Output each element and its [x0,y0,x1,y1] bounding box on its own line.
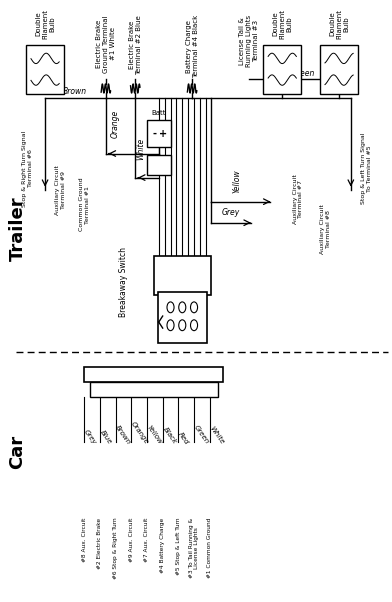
Text: Double
Filament
Bulb: Double Filament Bulb [329,9,349,39]
Text: Double
Filament
Bulb: Double Filament Bulb [272,9,292,39]
Bar [158,292,207,343]
Text: Common Ground
Terminal #1: Common Ground Terminal #1 [79,178,90,232]
Text: #7 Aux. Circuit: #7 Aux. Circuit [145,518,149,562]
Text: #1 Common Ground: #1 Common Ground [207,518,212,578]
Text: +: + [160,129,167,139]
Text: #5 Stop & Left Turn: #5 Stop & Left Turn [176,518,181,576]
Bar [84,367,223,382]
Text: Batt: Batt [152,110,166,116]
Text: Yellow: Yellow [233,169,241,193]
Text: White: White [137,137,145,160]
Bar [263,45,301,94]
Text: #3 To Tail Running &
License Lights: #3 To Tail Running & License Lights [189,518,200,578]
Bar [147,155,171,175]
Text: Brown: Brown [114,424,132,445]
Text: Blue: Blue [99,429,113,445]
Text: Yellow: Yellow [146,424,163,445]
Text: #4 Battery Charge: #4 Battery Charge [160,518,165,573]
Text: Electric Brake
Terminal #2 Blue: Electric Brake Terminal #2 Blue [129,15,142,75]
Text: Grey: Grey [83,429,98,445]
Text: Stop & Left Turn Signal
To Terminal #5: Stop & Left Turn Signal To Terminal #5 [361,133,372,204]
Text: Green: Green [292,69,316,78]
Text: Auxiliary Circuit
Terminal #8: Auxiliary Circuit Terminal #8 [320,204,331,253]
Bar [147,120,171,147]
Text: #2 Electric Brake: #2 Electric Brake [98,518,102,569]
Text: Double
Filament
Bulb: Double Filament Bulb [35,9,55,39]
Text: Auxiliary Circuit
Terminal #7: Auxiliary Circuit Terminal #7 [292,174,303,223]
Text: Stop & Right Turn Signal
Terminal #6: Stop & Right Turn Signal Terminal #6 [22,131,33,206]
Text: Brown: Brown [62,87,87,96]
Text: #8 Aux. Circuit: #8 Aux. Circuit [82,518,87,562]
Text: Red: Red [267,87,282,96]
Text: White: White [209,426,225,445]
Bar [154,256,211,295]
Text: Trailer: Trailer [9,196,27,261]
Bar [320,45,358,94]
Bar [90,382,218,397]
Text: Black: Black [162,427,177,445]
Text: Orange: Orange [130,421,150,445]
Text: Orange: Orange [111,110,120,138]
Text: -: - [152,129,156,139]
Text: Auxiliary Circuit
Terminal #9: Auxiliary Circuit Terminal #9 [55,165,66,214]
Text: Grey: Grey [222,208,240,217]
Text: Breakaway Switch: Breakaway Switch [119,247,128,317]
Text: Car: Car [9,435,27,468]
Text: License Tail &
Running Lights
Terminal #3: License Tail & Running Lights Terminal #… [239,15,259,67]
Text: #6 Stop & Right Turn: #6 Stop & Right Turn [113,518,118,579]
Text: Red: Red [177,431,190,445]
Text: Battery Charge
Terminal #4 Black: Battery Charge Terminal #4 Black [185,15,199,78]
Bar [26,45,64,94]
Text: #9 Aux. Circuit: #9 Aux. Circuit [129,518,134,562]
Text: Green: Green [193,424,210,445]
Text: Electric Brake
Ground Terminal
#1 White: Electric Brake Ground Terminal #1 White [96,15,116,73]
